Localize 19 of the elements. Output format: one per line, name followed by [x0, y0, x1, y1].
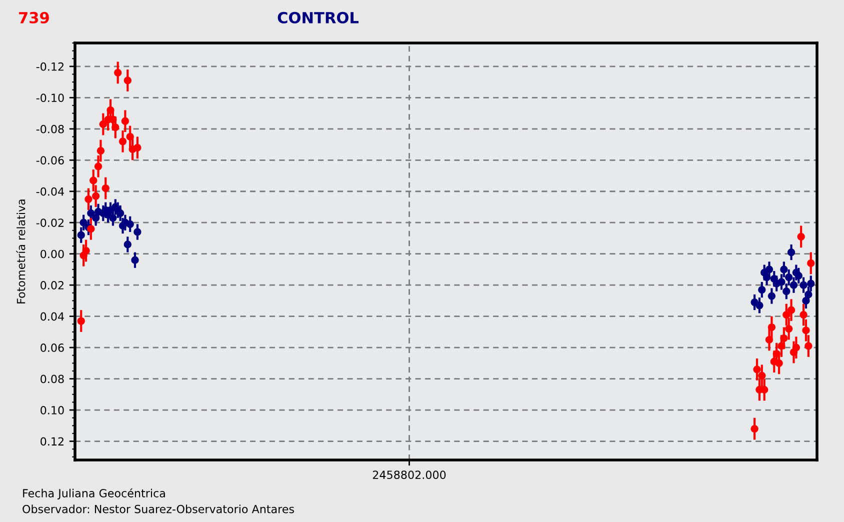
x-axis-title: Fecha Juliana Geocéntrica [23, 488, 165, 500]
y-tick-label: 0.00 [40, 250, 64, 258]
chart-title: CONTROL [278, 12, 359, 24]
y-tick-label: -0.12 [36, 62, 64, 71]
text: 739 [19, 12, 49, 24]
y-tick-label: -0.06 [36, 156, 64, 165]
y-tick-label: 0.08 [40, 374, 64, 384]
y-tick-label: -0.10 [36, 94, 64, 102]
text: Observador: Nestor Suarez-Observatorio Antares [22, 504, 294, 514]
y-tick-label: -0.08 [36, 124, 64, 134]
y-tick-label: 0.10 [40, 406, 64, 414]
x-tick-label: 2458802.000 [372, 470, 446, 480]
y-tick-label: -0.04 [36, 187, 64, 196]
y-tick-label: 0.06 [40, 344, 64, 352]
y-tick-label: -0.02 [36, 218, 64, 227]
y-tick-label: 0.12 [40, 437, 64, 446]
y-axis-title: Fotometría relativa [16, 200, 26, 304]
y-tick-label: 0.04 [40, 312, 64, 321]
y-tick-label: 0.02 [40, 281, 64, 290]
